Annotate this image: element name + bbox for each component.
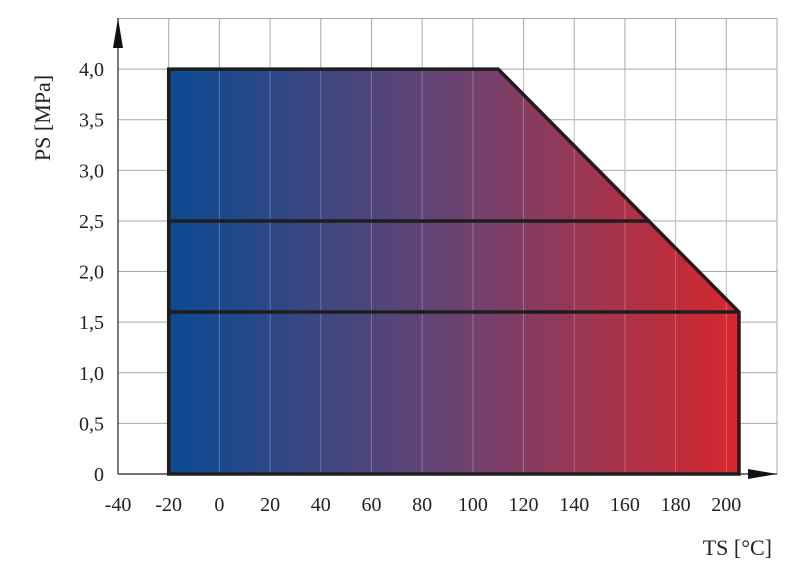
y-axis-arrow-icon [113,18,123,48]
y-tick-label: 2,0 [79,262,104,284]
y-tick-label: 1,0 [79,363,104,385]
y-axis-label: PS [MPa] [30,75,55,161]
y-tick-label: 4,0 [79,59,104,81]
x-tick-label: 120 [509,494,539,516]
x-tick-label: -40 [105,494,132,516]
y-tick-label: 0,5 [79,413,104,435]
x-tick-label: 20 [260,494,280,516]
x-tick-label: 60 [361,494,381,516]
x-tick-label: 180 [661,494,691,516]
y-tick-label: 0 [94,464,104,486]
y-tick-label: 3,0 [79,160,104,182]
y-tick-label: 3,5 [79,110,104,132]
x-tick-label: 100 [458,494,488,516]
x-tick-label: 0 [214,494,224,516]
x-tick-label: 80 [412,494,432,516]
x-tick-label: -20 [155,494,182,516]
x-tick-label: 160 [610,494,640,516]
x-tick-label: 200 [711,494,741,516]
y-tick-label: 2,5 [79,211,104,233]
y-tick-label: 1,5 [79,312,104,334]
x-tick-label: 140 [559,494,589,516]
x-tick-label: 40 [311,494,331,516]
x-axis-label: TS [°C] [703,535,772,560]
operating-region [168,69,739,474]
x-axis-arrow-icon [748,469,777,479]
